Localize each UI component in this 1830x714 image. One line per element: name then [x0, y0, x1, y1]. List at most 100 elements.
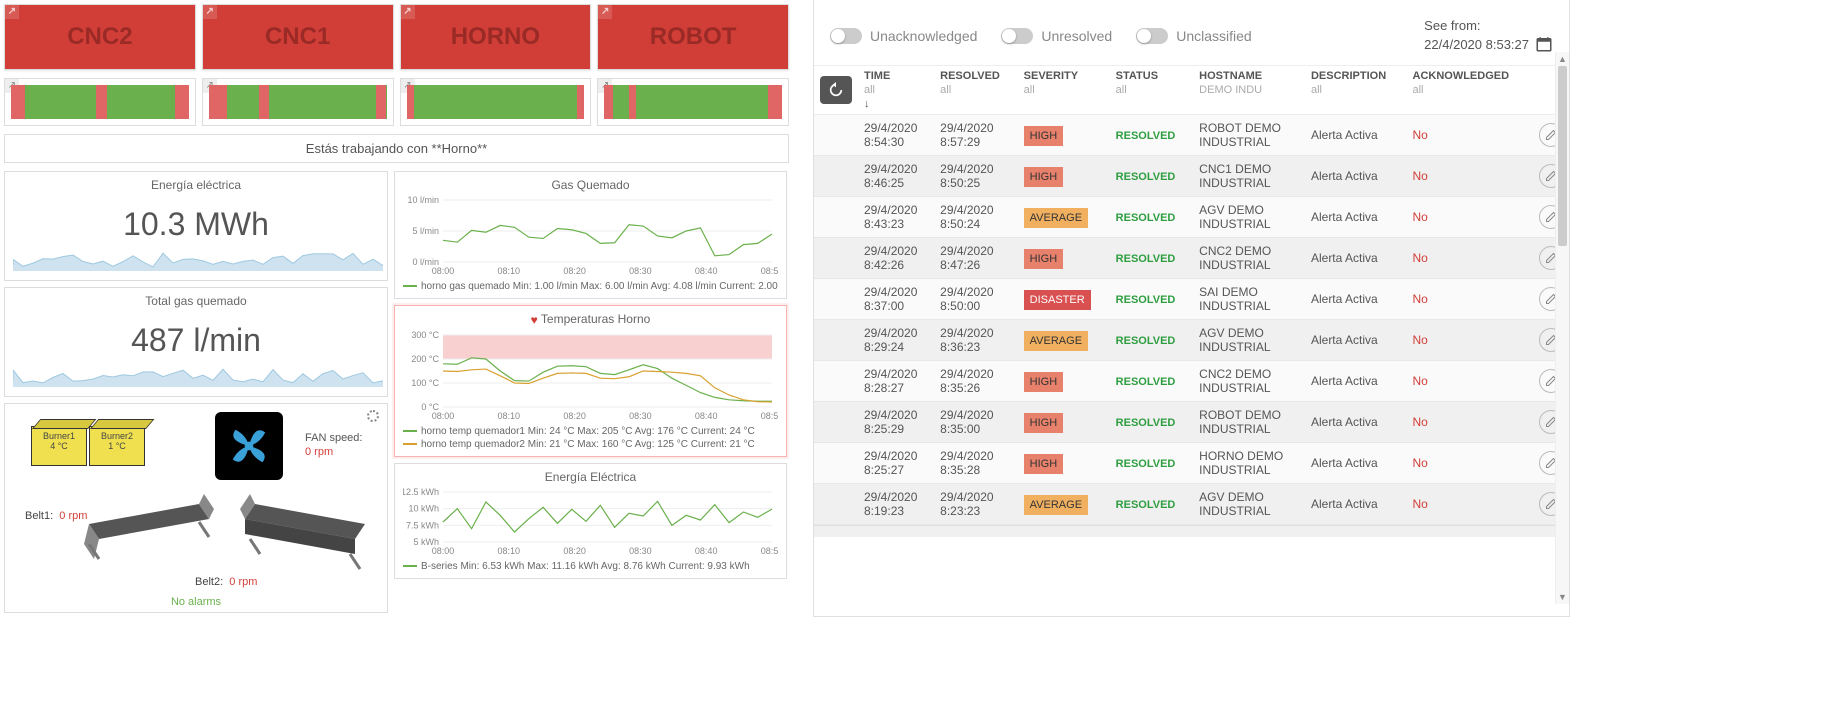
cell-ack: No: [1407, 443, 1534, 484]
svg-text:300 °C: 300 °C: [411, 331, 439, 340]
svg-text:10 l/min: 10 l/min: [407, 196, 439, 205]
svg-text:08:10: 08:10: [498, 546, 521, 556]
cell-severity: AVERAGE: [1018, 320, 1110, 361]
svg-text:08:00: 08:00: [432, 266, 455, 276]
col-resolved[interactable]: RESOLVEDall: [934, 66, 1018, 115]
popout-icon[interactable]: ↗: [5, 5, 19, 19]
machine-tab-horno[interactable]: ↗HORNO: [400, 4, 592, 70]
fan-label: FAN speed: 0 rpm: [305, 432, 362, 458]
cell-time: 29/4/20208:25:27: [858, 443, 934, 484]
cell-ack: No: [1407, 320, 1534, 361]
filter-unres[interactable]: Unresolved: [1001, 28, 1112, 44]
cell-desc: Alerta Activa: [1305, 402, 1407, 443]
scroll-up-icon[interactable]: ▲: [1556, 52, 1569, 66]
cell-resolved: 29/4/20208:36:23: [934, 320, 1018, 361]
dashboard-left: ↗CNC2↗CNC1↗HORNO↗ROBOT ↗↗↗↗ Estás trabaj…: [0, 0, 793, 617]
cell-severity: HIGH: [1018, 156, 1110, 197]
filters-row: Unacknowledged Unresolved Unclassified S…: [814, 0, 1569, 66]
alert-row[interactable]: 29/4/20208:46:2529/4/20208:50:25HIGHRESO…: [814, 156, 1569, 197]
svg-text:100 °C: 100 °C: [411, 378, 439, 388]
svg-text:08:10: 08:10: [498, 411, 521, 421]
cell-severity: HIGH: [1018, 238, 1110, 279]
gas-total-panel[interactable]: Total gas quemado 487 l/min: [4, 287, 388, 397]
status-bar-1[interactable]: ↗: [202, 78, 394, 126]
toggle-icon[interactable]: [1136, 28, 1168, 44]
col-hostname[interactable]: HOSTNAMEDEMO INDU: [1193, 66, 1305, 115]
burner1-label: Burner1: [43, 431, 75, 441]
scroll-thumb[interactable]: [1558, 66, 1567, 246]
alert-row[interactable]: 29/4/20208:28:2729/4/20208:35:26HIGHRESO…: [814, 361, 1569, 402]
cell-host: CNC2 DEMO INDUSTRIAL: [1193, 361, 1305, 402]
scroll-down-icon[interactable]: ▼: [1556, 590, 1569, 604]
cell-desc: Alerta Activa: [1305, 197, 1407, 238]
gas-quemado-panel[interactable]: Gas Quemado 10 l/min5 l/min0 l/min08:000…: [394, 171, 787, 299]
cell-status: RESOLVED: [1110, 361, 1194, 402]
alerts-table: TIMEall↓ RESOLVEDall SEVERITYall STATUSa…: [814, 66, 1569, 525]
cell-severity: HIGH: [1018, 115, 1110, 156]
col-severity[interactable]: SEVERITYall: [1018, 66, 1110, 115]
status-bar-0[interactable]: ↗: [4, 78, 196, 126]
col-time[interactable]: TIMEall↓: [858, 66, 934, 115]
see-from-label: See from:: [1424, 18, 1553, 33]
alert-row[interactable]: 29/4/20208:43:2329/4/20208:50:24AVERAGER…: [814, 197, 1569, 238]
alert-row[interactable]: 29/4/20208:42:2629/4/20208:47:26HIGHRESO…: [814, 238, 1569, 279]
alert-row[interactable]: 29/4/20208:25:2929/4/20208:35:00HIGHRESO…: [814, 402, 1569, 443]
alert-row[interactable]: 29/4/20208:37:0029/4/20208:50:00DISASTER…: [814, 279, 1569, 320]
energy-panel[interactable]: Energía eléctrica 10.3 MWh: [4, 171, 388, 281]
cell-ack: No: [1407, 402, 1534, 443]
machine-panel: Burner1 4 °C Burner2 1 °C: [4, 403, 388, 613]
status-bar-2[interactable]: ↗: [400, 78, 592, 126]
burner2-value: 1 °C: [108, 441, 126, 451]
alert-row[interactable]: 29/4/20208:25:2729/4/20208:35:28HIGHRESO…: [814, 443, 1569, 484]
toggle-icon[interactable]: [830, 28, 862, 44]
sort-down-icon: ↓: [864, 98, 928, 110]
cell-severity: HIGH: [1018, 402, 1110, 443]
alert-row[interactable]: 29/4/20208:29:2429/4/20208:36:23AVERAGER…: [814, 320, 1569, 361]
horizontal-scrollbar[interactable]: [814, 525, 1569, 537]
energia-elec-legend: B-series Min: 6.53 kWh Max: 11.16 kWh Av…: [403, 561, 778, 572]
alert-row[interactable]: 29/4/20208:54:3029/4/20208:57:29HIGHRESO…: [814, 115, 1569, 156]
energia-elec-panel[interactable]: Energía Eléctrica 12.5 kWh10 kWh7.5 kWh5…: [394, 463, 787, 579]
popout-icon[interactable]: ↗: [203, 5, 217, 19]
energia-elec-title: Energía Eléctrica: [403, 470, 778, 484]
popout-icon[interactable]: ↗: [401, 5, 415, 19]
svg-text:08:30: 08:30: [629, 411, 652, 421]
vertical-scrollbar[interactable]: ▲ ▼: [1555, 52, 1569, 604]
temp-legend1: horno temp quemador1 Min: 24 °C Max: 205…: [403, 426, 778, 437]
belt1-icon: [79, 494, 219, 564]
col-ack[interactable]: ACKNOWLEDGEDall: [1407, 66, 1534, 115]
cell-status: RESOLVED: [1110, 320, 1194, 361]
refresh-button[interactable]: [820, 76, 852, 104]
cell-host: ROBOT DEMO INDUSTRIAL: [1193, 402, 1305, 443]
temp-horno-title: ♥ Temperaturas Horno: [403, 312, 778, 327]
status-bar-3[interactable]: ↗: [597, 78, 789, 126]
cell-desc: Alerta Activa: [1305, 361, 1407, 402]
cell-host: AGV DEMO INDUSTRIAL: [1193, 320, 1305, 361]
filter-unack[interactable]: Unacknowledged: [830, 28, 977, 44]
cell-ack: No: [1407, 484, 1534, 525]
svg-text:08:20: 08:20: [563, 411, 586, 421]
fan-value: 0 rpm: [305, 446, 362, 458]
col-description[interactable]: DESCRIPTIONall: [1305, 66, 1407, 115]
popout-icon[interactable]: ↗: [598, 5, 612, 19]
alert-row[interactable]: 29/4/20208:19:2329/4/20208:23:23AVERAGER…: [814, 484, 1569, 525]
burner1-value: 4 °C: [50, 441, 68, 451]
col-status[interactable]: STATUSall: [1110, 66, 1194, 115]
svg-text:08:50: 08:50: [761, 266, 778, 276]
fan-icon: [215, 412, 283, 480]
cell-ack: No: [1407, 238, 1534, 279]
toggle-icon[interactable]: [1001, 28, 1033, 44]
heart-icon: ♥: [531, 313, 538, 327]
svg-text:08:50: 08:50: [761, 546, 778, 556]
calendar-icon[interactable]: [1535, 35, 1553, 53]
machine-tab-cnc2[interactable]: ↗CNC2: [4, 4, 196, 70]
machine-tab-cnc1[interactable]: ↗CNC1: [202, 4, 394, 70]
machine-tab-robot[interactable]: ↗ROBOT: [597, 4, 789, 70]
working-info: Estás trabajando con **Horno**: [4, 134, 789, 163]
cell-time: 29/4/20208:37:00: [858, 279, 934, 320]
temp-horno-panel[interactable]: ♥ Temperaturas Horno 300 °C200 °C100 °C0…: [394, 305, 787, 457]
cell-desc: Alerta Activa: [1305, 156, 1407, 197]
cell-resolved: 29/4/20208:35:26: [934, 361, 1018, 402]
filter-unclass[interactable]: Unclassified: [1136, 28, 1251, 44]
cell-resolved: 29/4/20208:23:23: [934, 484, 1018, 525]
